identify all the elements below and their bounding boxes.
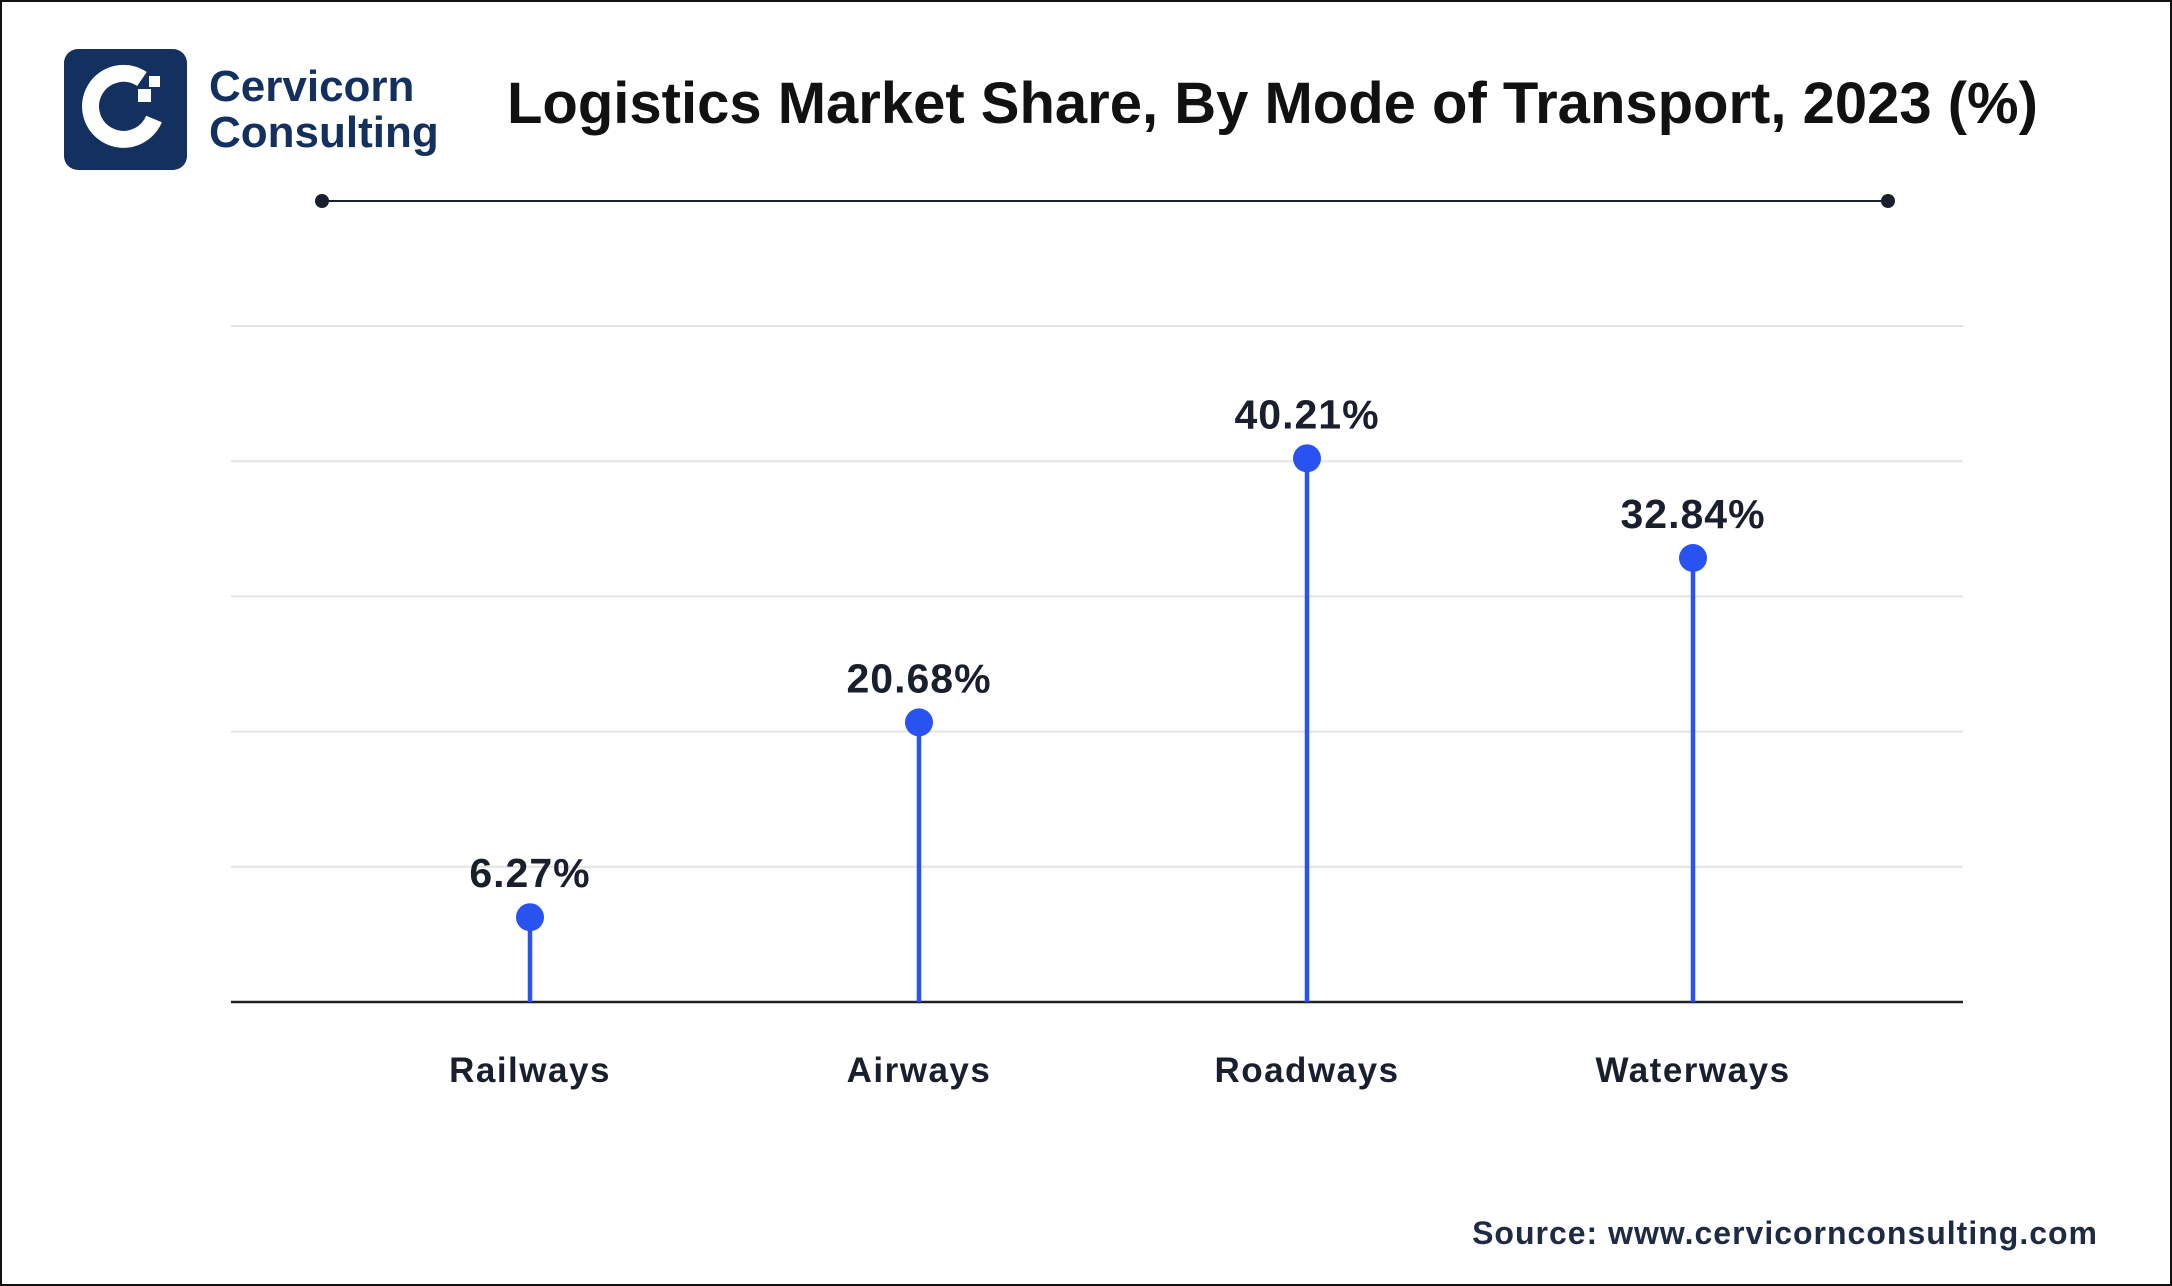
chart-title: Logistics Market Share, By Mode of Trans…	[507, 71, 2038, 136]
logo-mark-icon	[64, 49, 187, 170]
data-label: 40.21%	[1234, 391, 1379, 437]
logo-text: Cervicorn Consulting	[209, 61, 439, 157]
data-label: 32.84%	[1620, 491, 1765, 537]
lollipop-dot	[905, 708, 933, 737]
category-label: Waterways	[1595, 1051, 1790, 1090]
category-label: Roadways	[1214, 1051, 1399, 1090]
category-label: Railways	[449, 1051, 611, 1090]
data-label: 6.27%	[469, 850, 590, 896]
lollipop-dot	[1293, 444, 1321, 473]
logo-line1: Cervicorn	[209, 61, 415, 111]
cervicorn-logo: Cervicorn Consulting	[64, 49, 439, 170]
title-divider	[315, 194, 1895, 208]
lollipop-dot	[1679, 544, 1707, 573]
logo-line2: Consulting	[209, 107, 439, 157]
source-text: Source: www.cervicornconsulting.com	[1472, 1215, 2098, 1251]
data-label: 20.68%	[846, 655, 991, 701]
lollipop-dot	[516, 903, 544, 932]
category-label: Airways	[847, 1051, 992, 1090]
